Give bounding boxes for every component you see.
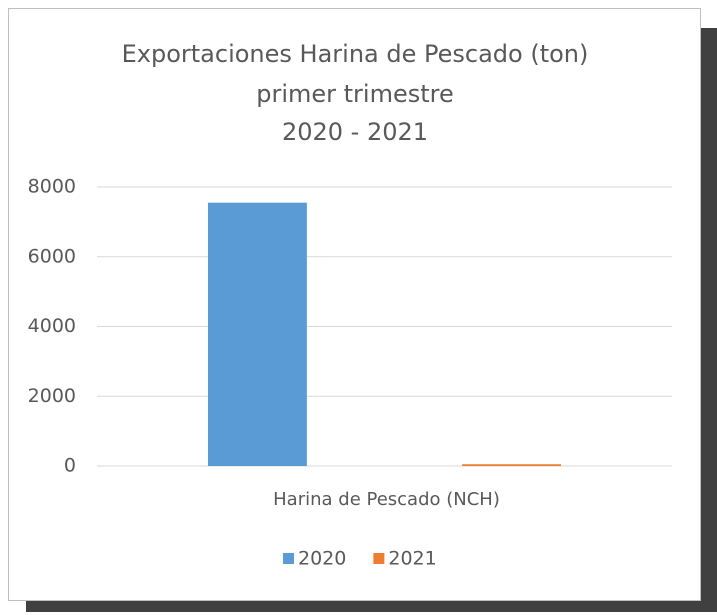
title-line: 2020 - 2021 xyxy=(282,118,428,146)
title-line: Exportaciones Harina de Pescado (ton) xyxy=(122,40,589,68)
legend-swatch xyxy=(283,553,294,564)
y-tick-label: 8000 xyxy=(28,176,76,198)
bar xyxy=(462,464,562,466)
y-tick-label: 0 xyxy=(64,455,76,477)
bar xyxy=(207,202,307,466)
legend-label: 2021 xyxy=(388,548,436,570)
legend-swatch xyxy=(373,553,385,564)
y-tick-label: 6000 xyxy=(28,245,76,267)
chart-area xyxy=(8,8,701,601)
chart-title: Exportaciones Harina de Pescado (ton) pr… xyxy=(122,40,589,146)
y-tick-label: 4000 xyxy=(28,315,76,337)
legend-label: 2020 xyxy=(298,548,346,570)
y-tick-label: 2000 xyxy=(28,385,76,407)
x-tick-label: Harina de Pescado (NCH) xyxy=(273,489,500,510)
title-line: primer trimestre xyxy=(256,80,454,108)
